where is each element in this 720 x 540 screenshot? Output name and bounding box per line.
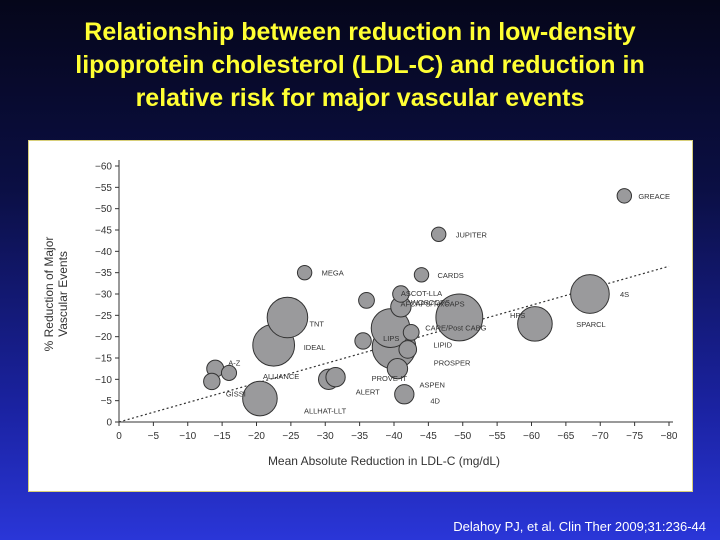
x-tick-label: −45 bbox=[420, 431, 437, 442]
bubble-point bbox=[242, 380, 278, 417]
x-tick-label: −30 bbox=[317, 431, 334, 442]
y-tick-label: −45 bbox=[95, 226, 112, 237]
x-tick-label: −40 bbox=[386, 431, 403, 442]
bubble-point bbox=[220, 364, 238, 381]
y-tick-label: −15 bbox=[95, 354, 112, 365]
y-tick-label: −20 bbox=[95, 332, 112, 343]
bubble-label: JUPITER bbox=[456, 230, 488, 239]
bubble-label: HPS bbox=[510, 311, 525, 320]
bubble-label: CARE/Post CABG bbox=[425, 323, 486, 332]
bubble-label: ASCOT-LLA bbox=[401, 289, 442, 298]
x-tick-label: −10 bbox=[179, 431, 196, 442]
bubble-point bbox=[517, 306, 553, 342]
bubble-point bbox=[296, 264, 313, 281]
bubble-label: GISSI bbox=[226, 389, 246, 398]
bubble-label: IDEAL bbox=[304, 343, 326, 352]
bubble-label: SPARCL bbox=[576, 320, 605, 329]
bubble-label: ALLIANCE bbox=[263, 372, 299, 381]
x-tick-label: −20 bbox=[248, 431, 265, 442]
x-tick-label: −5 bbox=[148, 431, 160, 442]
bubble-label: ASPEN bbox=[419, 381, 444, 390]
y-tick-label: −60 bbox=[95, 162, 112, 173]
bubble-point bbox=[394, 384, 415, 405]
trendline bbox=[118, 265, 670, 423]
bubble-point bbox=[386, 357, 409, 380]
y-tick-label: −40 bbox=[95, 247, 112, 258]
y-tick-label: −10 bbox=[95, 375, 112, 386]
bubble-point bbox=[266, 296, 309, 339]
y-tick-label: −5 bbox=[101, 396, 113, 407]
x-tick-label: −25 bbox=[282, 431, 299, 442]
slide-title-line-1: Relationship between reduction in low-de… bbox=[84, 18, 636, 46]
y-tick-label: −50 bbox=[95, 204, 112, 215]
bubble-point bbox=[616, 188, 633, 204]
x-axis-label: Mean Absolute Reduction in LDL-C (mg/dL) bbox=[268, 454, 500, 468]
bubble-label: PROSPER bbox=[434, 358, 471, 367]
bubble-label: 4S bbox=[620, 290, 629, 299]
bubble-label: TNT bbox=[309, 319, 324, 328]
bubble-point bbox=[402, 324, 420, 341]
bubble-label: ALERT bbox=[356, 387, 380, 396]
chart-panel: 0 −5 −10 −15 −20 −25 −30 −35 −40 −45 −50 −55 −60 −65−… bbox=[28, 140, 693, 492]
x-tick-label: −80 bbox=[661, 431, 678, 442]
x-tick-label: −75 bbox=[626, 431, 643, 442]
bubble-label: LIPS bbox=[383, 334, 399, 343]
y-tick-label: 0 bbox=[106, 418, 112, 429]
y-tick-label: −55 bbox=[95, 183, 112, 194]
bubble-label: GREACE bbox=[638, 192, 670, 201]
y-tick-label: −35 bbox=[95, 268, 112, 279]
bubble-point bbox=[430, 226, 447, 242]
bubble-point bbox=[358, 292, 375, 309]
x-tick-label: −35 bbox=[351, 431, 368, 442]
bubble-label: LIPID bbox=[433, 340, 452, 349]
slide-title-line-3: relative risk for major vascular events bbox=[135, 84, 585, 112]
bubble-point bbox=[435, 293, 484, 342]
bubble-point bbox=[203, 372, 221, 391]
bubble-label: 4D bbox=[430, 396, 440, 405]
slide-title: Relationship between reduction in low-de… bbox=[10, 16, 710, 115]
bubble-label: ALLHAT-LLT bbox=[304, 407, 347, 416]
bubble-point bbox=[570, 274, 610, 314]
x-tick-label: 0 bbox=[116, 431, 122, 442]
bubble-point bbox=[398, 340, 418, 359]
bubble-point bbox=[413, 267, 430, 283]
bubble-label: MEGA bbox=[322, 269, 344, 278]
x-tick-label: −65 bbox=[557, 431, 574, 442]
x-tick-label: −70 bbox=[592, 431, 609, 442]
x-tick-label: −55 bbox=[489, 431, 506, 442]
slide-title-line-2: lipoprotein cholesterol (LDL-C) and redu… bbox=[75, 51, 645, 79]
bubble-point bbox=[354, 332, 372, 350]
bubble-point bbox=[325, 367, 346, 388]
y-tick-label: −30 bbox=[95, 290, 112, 301]
bubble-label: CARDS bbox=[438, 271, 464, 280]
citation: Delahoy PJ, et al. Clin Ther 2009;31:236… bbox=[453, 519, 706, 534]
x-tick-label: −60 bbox=[523, 431, 540, 442]
x-tick-label: −50 bbox=[454, 431, 471, 442]
bubble-label: WOSCOPS bbox=[411, 298, 450, 307]
bubble-label: AFCAPS/TexCAPS bbox=[401, 299, 465, 308]
bubble-label: PROVE-IT bbox=[372, 374, 408, 383]
x-tick-label: −15 bbox=[214, 431, 231, 442]
y-tick-label: −25 bbox=[95, 311, 112, 322]
bubble-label: A-Z bbox=[228, 359, 241, 368]
bubble-point bbox=[392, 285, 410, 303]
bubble-chart: 0 −5 −10 −15 −20 −25 −30 −35 −40 −45 −50 −55 −60 −65−… bbox=[42, 160, 678, 468]
y-axis-label: % Reduction of MajorVascular Events bbox=[42, 237, 70, 352]
